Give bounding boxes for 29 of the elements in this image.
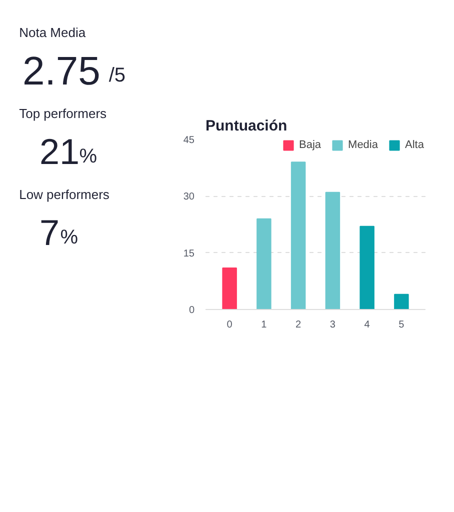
- y-tick-label: 30: [183, 192, 195, 203]
- bar: [325, 192, 340, 310]
- text: %: [60, 226, 78, 249]
- bar: [360, 226, 374, 310]
- y-tick-label: 45: [183, 135, 195, 146]
- bar: [222, 267, 237, 310]
- x-tick-label: 4: [364, 320, 370, 330]
- legend-label: Baja: [299, 139, 322, 151]
- text: Nota Media: [19, 25, 86, 40]
- y-tick-label: 0: [188, 305, 195, 316]
- bar: [256, 218, 272, 310]
- x-tick-label: 3: [330, 320, 336, 330]
- legend-label: Media: [348, 139, 378, 151]
- text: 21: [40, 130, 80, 172]
- chart-title: Puntuación: [206, 118, 288, 134]
- text: 2.75: [22, 49, 100, 94]
- text: Low performers: [19, 187, 110, 202]
- x-tick-label: 0: [226, 320, 233, 330]
- bar: [394, 294, 409, 310]
- text: %: [79, 146, 98, 168]
- text: 7: [40, 212, 60, 253]
- legend-label: Alta: [405, 139, 425, 151]
- x-tick-label: 2: [296, 320, 302, 330]
- x-tick-label: 5: [398, 320, 405, 330]
- bar: [290, 162, 306, 310]
- y-tick-label: 15: [183, 248, 195, 260]
- text: /5: [108, 64, 126, 87]
- text: Top performers: [19, 106, 108, 121]
- x-tick-label: 1: [261, 320, 268, 330]
